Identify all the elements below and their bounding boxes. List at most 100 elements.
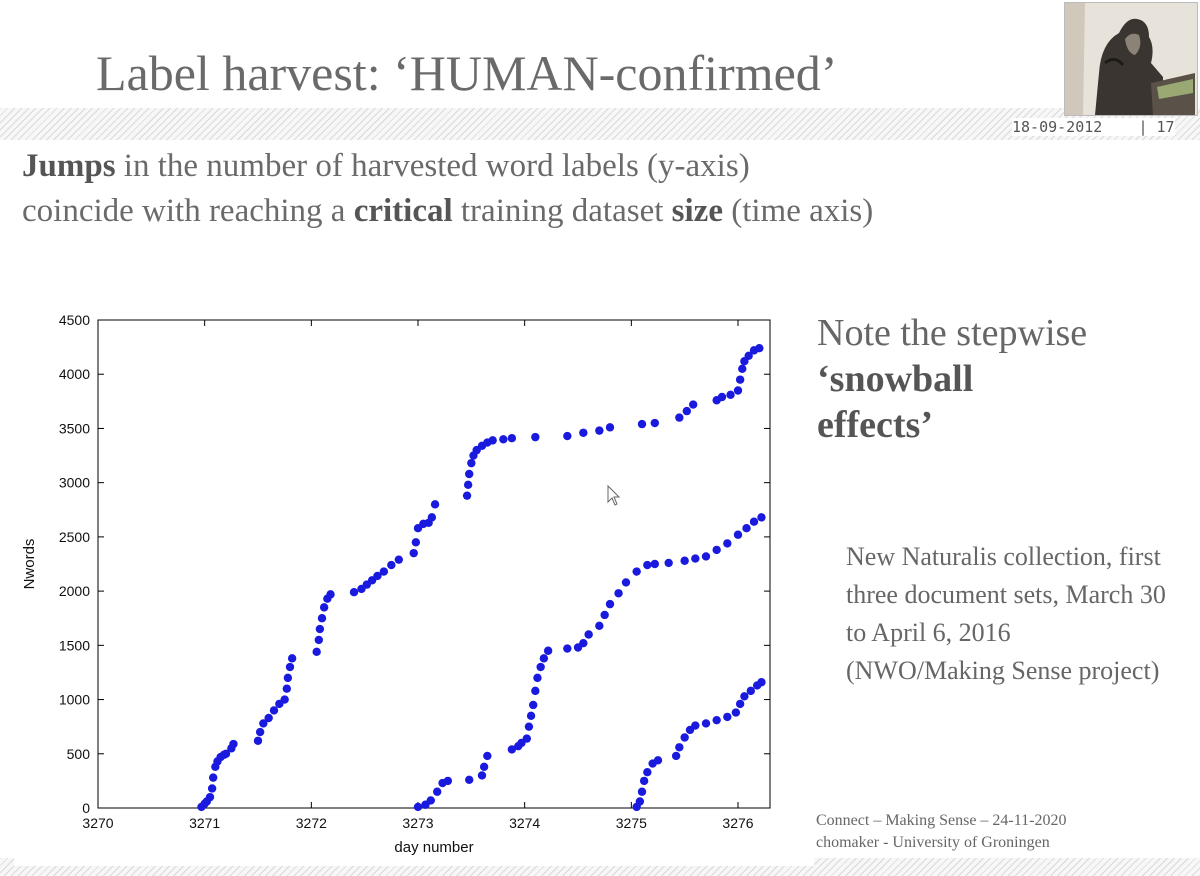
data-point-series-2 bbox=[712, 545, 721, 555]
y-tick-label: 4500 bbox=[59, 312, 90, 328]
x-tick-label: 3273 bbox=[402, 815, 433, 831]
data-point-series-1 bbox=[463, 480, 473, 490]
data-point-series-2 bbox=[680, 556, 689, 565]
data-point-series-3 bbox=[740, 692, 749, 701]
data-point-series-1 bbox=[462, 491, 472, 500]
data-point-series-1 bbox=[315, 624, 325, 634]
body-line-1: Jumps in the number of harvested word la… bbox=[22, 148, 750, 185]
data-point-series-1 bbox=[209, 773, 218, 782]
y-tick-label: 2000 bbox=[59, 583, 90, 599]
portrait-image bbox=[1064, 2, 1198, 116]
data-point-series-2 bbox=[600, 610, 609, 620]
header-stripe bbox=[0, 108, 1200, 140]
data-point-series-1 bbox=[317, 614, 327, 623]
note-line-2: ‘snowball bbox=[817, 358, 974, 400]
data-point-series-1 bbox=[427, 513, 437, 522]
thinker-engraving-icon bbox=[1065, 3, 1197, 115]
data-point-series-1 bbox=[319, 603, 329, 612]
x-axis-label: day number bbox=[394, 839, 473, 856]
slide-number: | 17 bbox=[1138, 118, 1175, 136]
data-point-series-3 bbox=[680, 733, 689, 742]
y-tick-label: 1000 bbox=[59, 692, 90, 708]
data-point-series-2 bbox=[522, 734, 531, 743]
data-point-series-2 bbox=[605, 599, 615, 609]
data-points bbox=[197, 343, 766, 812]
data-point-series-2 bbox=[465, 775, 474, 785]
data-point-series-1 bbox=[394, 555, 403, 564]
data-point-series-2 bbox=[614, 589, 623, 598]
data-point-series-1 bbox=[349, 587, 359, 597]
x-tick-label: 3271 bbox=[189, 815, 220, 831]
data-point-series-2 bbox=[632, 567, 641, 576]
data-point-series-2 bbox=[433, 787, 442, 796]
slide-date: 18-09-2012 bbox=[1012, 118, 1103, 136]
data-point-series-2 bbox=[539, 654, 549, 663]
data-point-series-1 bbox=[287, 654, 297, 663]
data-point-series-1 bbox=[387, 560, 396, 570]
data-point-series-3 bbox=[639, 776, 649, 786]
y-tick-label: 3000 bbox=[59, 475, 90, 491]
data-point-series-3 bbox=[635, 797, 645, 806]
note-text: Note the stepwise ‘snowball effects’ bbox=[817, 310, 1187, 448]
data-point-series-3 bbox=[653, 756, 663, 765]
y-tick-label: 1500 bbox=[59, 637, 90, 653]
collection-description: New Naturalis collection, first three do… bbox=[846, 542, 1166, 685]
data-point-series-1 bbox=[205, 792, 215, 802]
data-point-series-2 bbox=[595, 621, 604, 631]
data-point-series-1 bbox=[689, 400, 698, 409]
body-line-2: coincide with reaching a critical traini… bbox=[22, 193, 873, 230]
data-point-series-2 bbox=[531, 686, 540, 696]
data-point-series-1 bbox=[467, 458, 476, 468]
data-point-series-1 bbox=[269, 706, 279, 715]
data-point-series-1 bbox=[282, 684, 291, 693]
data-point-series-1 bbox=[207, 784, 217, 793]
data-point-series-1 bbox=[563, 431, 572, 441]
data-point-series-1 bbox=[682, 406, 691, 416]
data-point-series-1 bbox=[430, 500, 440, 509]
data-point-series-1 bbox=[280, 695, 289, 704]
slide-meta: 18-09-2012 | 17 bbox=[1012, 118, 1175, 136]
data-point-series-2 bbox=[526, 711, 536, 721]
data-point-series-1 bbox=[605, 423, 615, 432]
data-point-series-2 bbox=[664, 558, 673, 568]
note-line-3: effects’ bbox=[817, 404, 934, 446]
footer-line-1: Connect – Making Sense – 24-11-2020 bbox=[816, 812, 1067, 829]
line2-text-c: (time axis) bbox=[722, 193, 874, 229]
data-point-series-2 bbox=[483, 751, 492, 761]
data-point-series-2 bbox=[701, 552, 711, 561]
data-point-series-2 bbox=[533, 673, 542, 683]
data-point-series-1 bbox=[488, 436, 497, 445]
data-point-series-3 bbox=[643, 768, 652, 777]
x-tick-label: 3276 bbox=[722, 815, 753, 831]
data-point-series-1 bbox=[409, 548, 418, 558]
x-tick-label: 3272 bbox=[296, 815, 327, 831]
data-point-series-1 bbox=[285, 662, 295, 672]
data-point-series-3 bbox=[637, 787, 647, 796]
data-point-series-3 bbox=[675, 743, 684, 752]
slide-title: Label harvest: ‘HUMAN-confirmed’ bbox=[96, 45, 838, 101]
data-point-series-1 bbox=[531, 432, 540, 442]
data-point-series-1 bbox=[312, 647, 321, 657]
chart-container: 3270 3271 3272 3273 3274 3275 3276 0 500 1000 1500… bbox=[14, 298, 814, 866]
data-point-series-1 bbox=[738, 364, 747, 373]
data-point-series-2 bbox=[426, 796, 435, 805]
data-point-series-3 bbox=[671, 751, 681, 761]
y-axis-label: Nwords bbox=[21, 539, 38, 590]
data-point-series-2 bbox=[749, 517, 759, 526]
data-point-series-2 bbox=[529, 700, 538, 710]
axis-ticks: 3270 3271 3272 3273 3274 3275 3276 0 500 1000 1500… bbox=[59, 312, 770, 831]
x-tick-label: 3270 bbox=[82, 815, 113, 831]
y-tick-label: 3500 bbox=[59, 420, 90, 436]
y-tick-label: 4000 bbox=[59, 366, 90, 382]
bold-size: size bbox=[671, 193, 723, 229]
data-point-series-1 bbox=[579, 428, 588, 437]
data-point-series-1 bbox=[253, 736, 263, 745]
y-tick-label: 2500 bbox=[59, 529, 90, 545]
data-point-series-2 bbox=[742, 524, 751, 533]
y-tick-label: 500 bbox=[67, 746, 91, 762]
data-point-series-2 bbox=[479, 762, 489, 771]
data-point-series-1 bbox=[259, 719, 268, 728]
data-point-series-2 bbox=[507, 745, 517, 754]
data-point-series-2 bbox=[524, 722, 534, 731]
data-point-series-2 bbox=[413, 802, 423, 812]
